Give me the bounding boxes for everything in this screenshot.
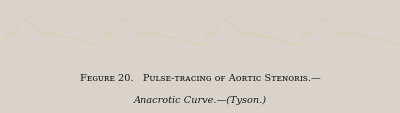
- Text: Fᴇɢᴜʀᴇ 20.   Pᴜʟsᴇ-ᴛʀᴀᴄɪɴɢ ᴏғ Aᴏʀᴛɪᴄ Sᴛᴇɴᴏʀɪs.—: Fᴇɢᴜʀᴇ 20. Pᴜʟsᴇ-ᴛʀᴀᴄɪɴɢ ᴏғ Aᴏʀᴛɪᴄ Sᴛᴇɴᴏ…: [80, 74, 320, 82]
- Text: Anacrotic Curve.—(​Tyson.): Anacrotic Curve.—(​Tyson.): [134, 95, 266, 104]
